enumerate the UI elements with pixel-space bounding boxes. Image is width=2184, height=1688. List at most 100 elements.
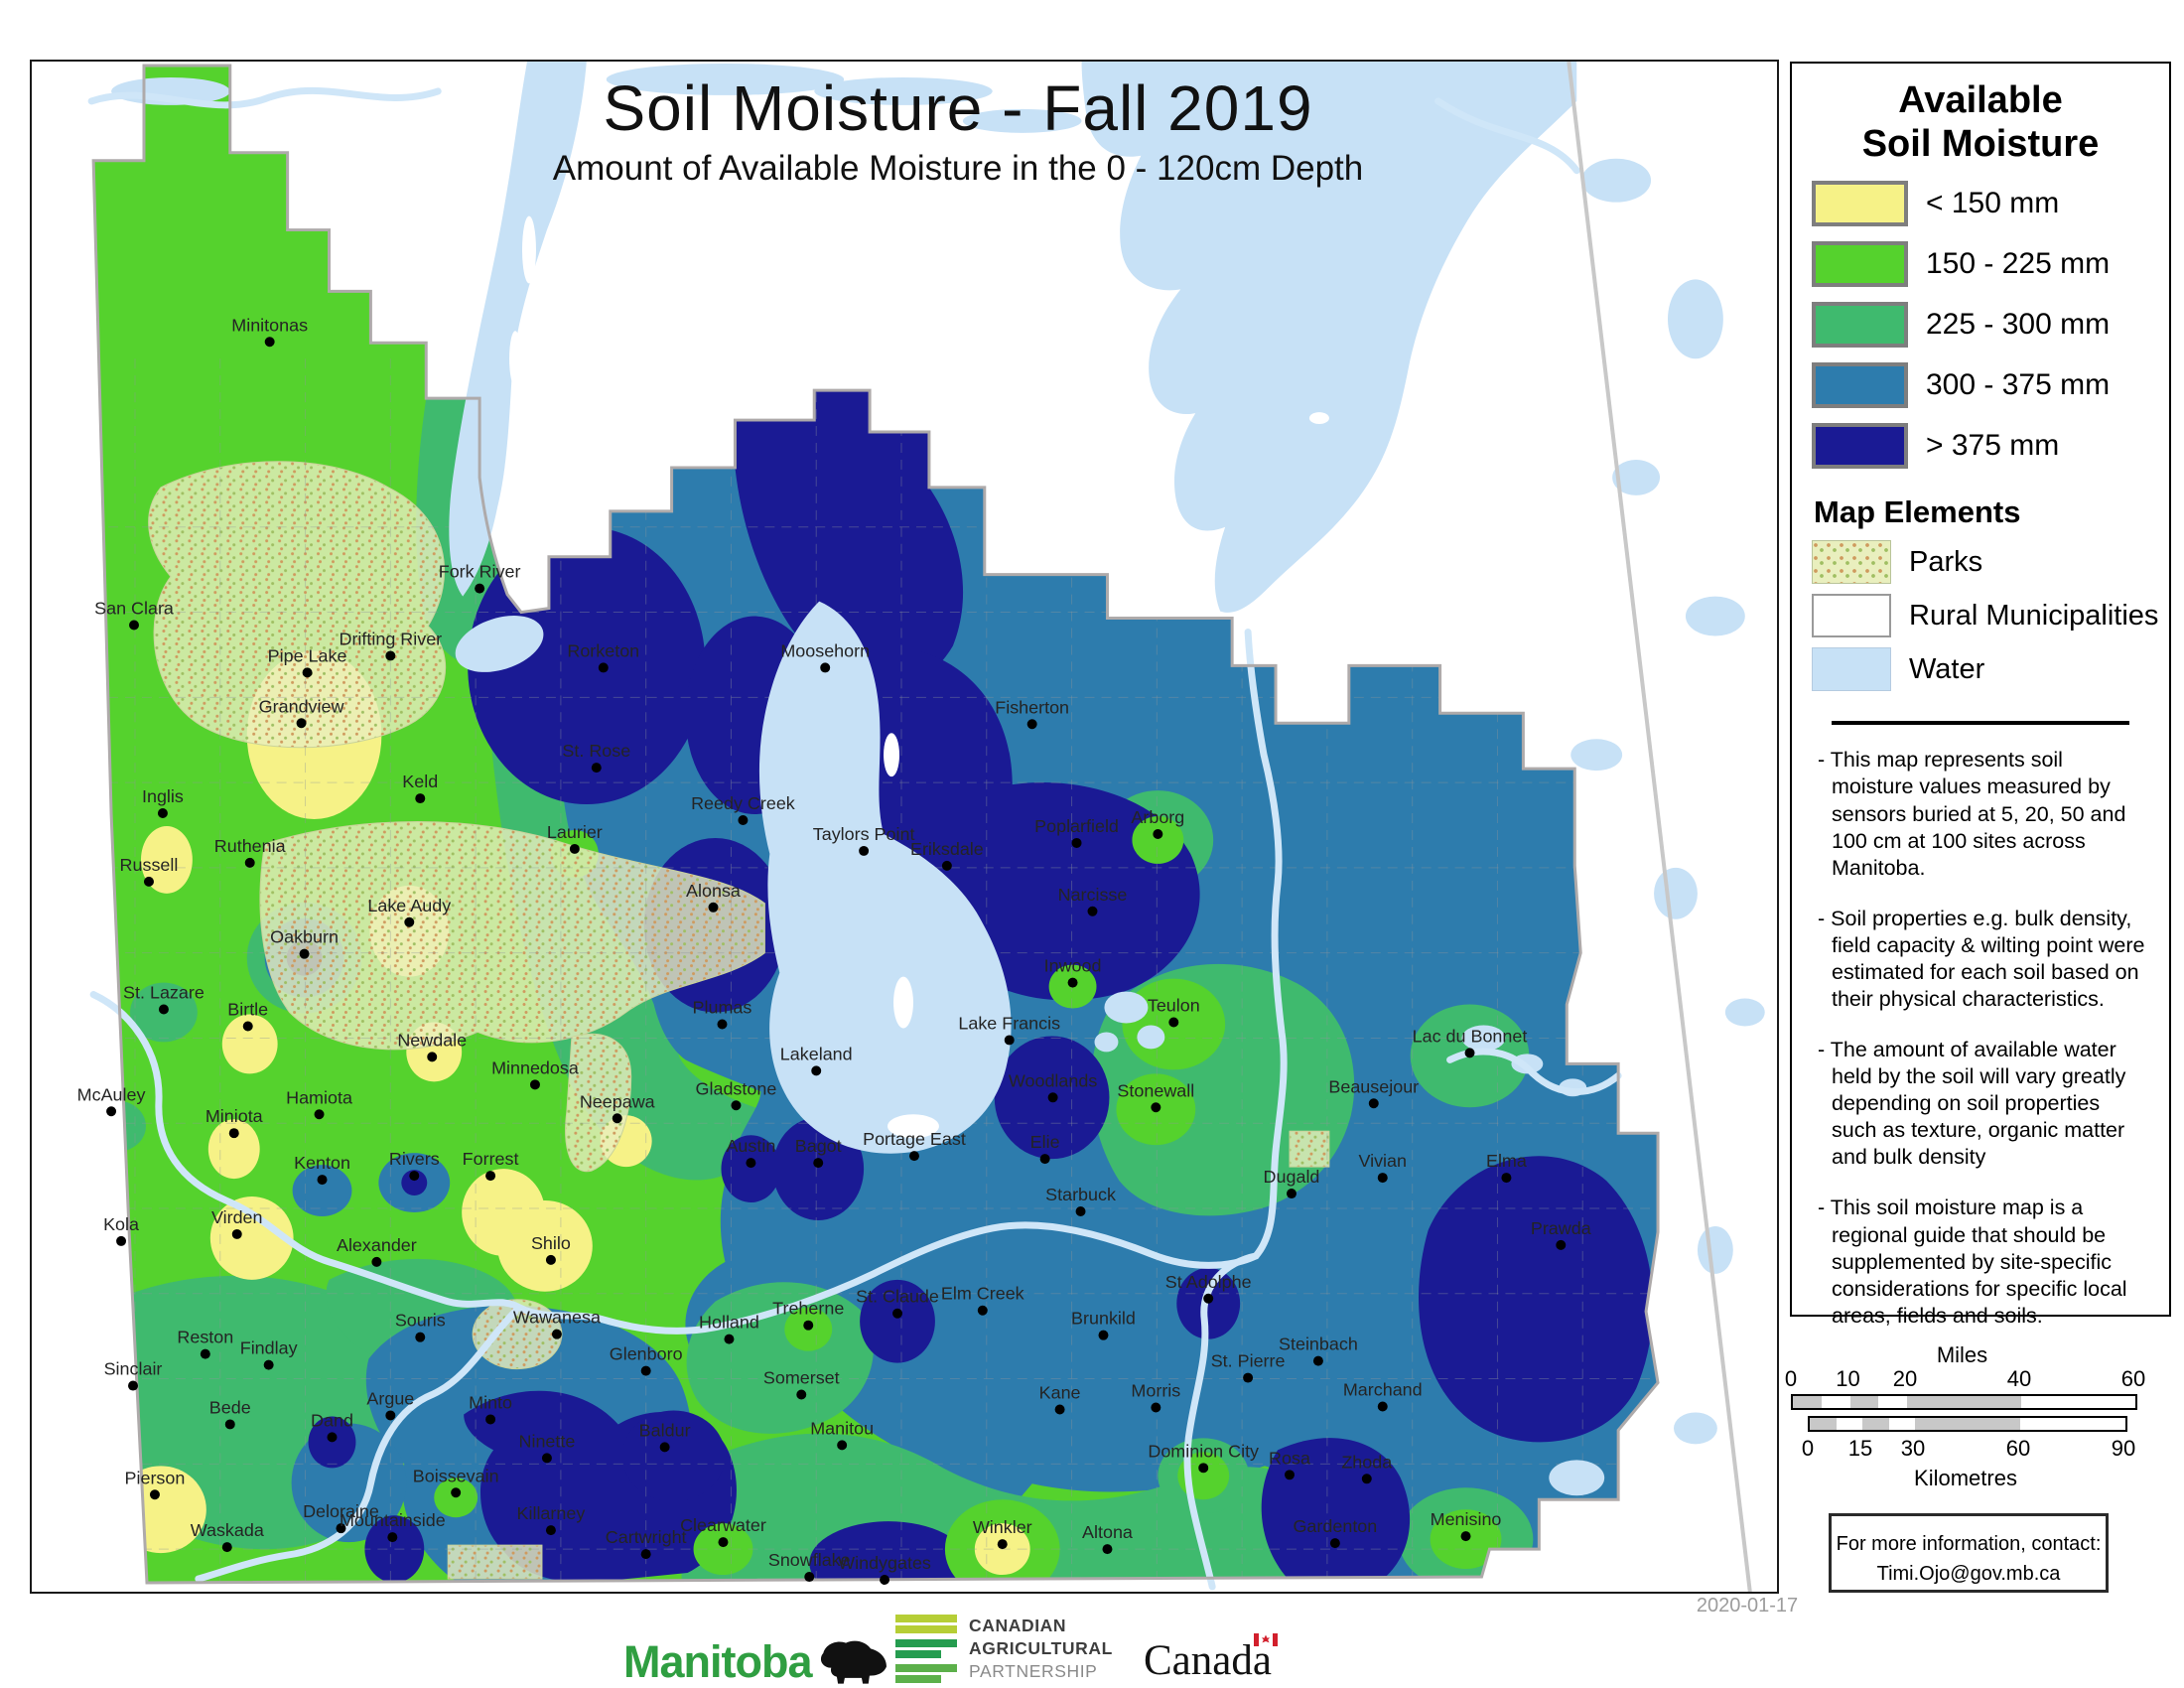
town-waskada: Waskada xyxy=(191,1520,264,1553)
manitoba-logo: Manitoba xyxy=(623,1636,895,1688)
town-marker xyxy=(1198,1463,1209,1474)
town-label: Oakburn xyxy=(270,927,339,947)
town-label: Mountainside xyxy=(340,1510,446,1530)
town-label: Bede xyxy=(209,1397,251,1417)
town-marker xyxy=(997,1539,1008,1550)
town-rivers: Rivers xyxy=(389,1149,440,1182)
town-kola: Kola xyxy=(103,1214,139,1246)
town-morris: Morris xyxy=(1131,1381,1180,1413)
town-wawanesa: Wawanesa xyxy=(513,1308,601,1339)
map-element-swatch-rm xyxy=(1812,594,1891,638)
town-label: Somerset xyxy=(763,1368,840,1388)
town-marker xyxy=(1168,1017,1179,1028)
town-label: Virden xyxy=(211,1207,263,1227)
town-label: Keld xyxy=(402,772,438,791)
town-lakeland: Lakeland xyxy=(780,1044,853,1076)
town-label: Drifting River xyxy=(340,629,443,648)
town-marker xyxy=(106,1106,117,1117)
town-eriksdale: Eriksdale xyxy=(910,839,984,871)
town-fisherton: Fisherton xyxy=(995,697,1069,730)
lake-winnipeg xyxy=(1081,62,1577,613)
town-ninette: Ninette xyxy=(519,1431,575,1464)
town-poplarfield: Poplarfield xyxy=(1034,816,1119,848)
town-label: Deloraine xyxy=(303,1501,379,1521)
town-portage-east: Portage East xyxy=(863,1129,966,1162)
town-marker xyxy=(158,1004,169,1015)
town-marker xyxy=(837,1440,848,1451)
town-label: Steinbach xyxy=(1279,1335,1358,1354)
town-marker xyxy=(718,1537,729,1548)
town-label: Menisino xyxy=(1431,1509,1502,1529)
scale-segment xyxy=(1878,1396,1907,1408)
legend-title: Available Soil Moisture xyxy=(1812,79,2149,166)
town-dominion-city: Dominion City xyxy=(1148,1441,1259,1474)
town-marker xyxy=(200,1348,210,1359)
town-label: Rorketon xyxy=(567,640,639,660)
town-marker xyxy=(475,583,485,594)
town-label: Poplarfield xyxy=(1034,816,1119,836)
town-label: Moosehorn xyxy=(780,640,870,660)
town-plumas: Plumas xyxy=(693,998,751,1030)
town-austin: Austin xyxy=(726,1136,775,1169)
town-label: Alonsa xyxy=(686,881,741,901)
scale-segment xyxy=(1810,1418,1837,1430)
miles-bar xyxy=(1791,1394,2137,1410)
town-marker xyxy=(387,1532,398,1543)
scale-tick: 60 xyxy=(2120,1366,2146,1391)
town-label: Miniota xyxy=(205,1106,263,1126)
map-element-swatch-water xyxy=(1812,647,1891,692)
town-narcisse: Narcisse xyxy=(1058,885,1127,916)
town-label: Forrest xyxy=(463,1149,519,1169)
town-marker xyxy=(746,1158,756,1169)
town-marker xyxy=(228,1128,239,1139)
town-fork-river: Fork River xyxy=(439,562,520,594)
town-marker xyxy=(804,1572,815,1583)
town-minitonas: Minitonas xyxy=(231,315,308,348)
town-kenton: Kenton xyxy=(294,1153,350,1186)
town-label: Clearwater xyxy=(680,1515,766,1535)
town-label: Zhoda xyxy=(1341,1452,1392,1472)
scale-segment xyxy=(2020,1418,2125,1430)
town-marker xyxy=(371,1256,382,1267)
town-marker xyxy=(1243,1372,1254,1383)
town-marker xyxy=(731,1100,742,1111)
town-label: Altona xyxy=(1082,1522,1133,1542)
islands-layer xyxy=(509,215,1329,1139)
scale-tick: 0 xyxy=(1801,1436,1815,1461)
town-marker xyxy=(1047,1092,1058,1103)
town-cartwright: Cartwright xyxy=(606,1527,687,1560)
town-steinbach: Steinbach xyxy=(1279,1335,1358,1366)
town-marker xyxy=(1039,1154,1050,1165)
town-marker xyxy=(1464,1048,1475,1058)
town-label: Manitou xyxy=(810,1418,874,1438)
town-label: Portage East xyxy=(863,1129,966,1149)
scale-tick: 30 xyxy=(1900,1436,1926,1461)
town-marker xyxy=(708,902,719,913)
town-label: Minitonas xyxy=(231,315,308,335)
town-label: Inglis xyxy=(142,786,184,806)
canada-flag-icon xyxy=(1253,1633,1278,1646)
town-label: Fisherton xyxy=(995,697,1069,717)
town-glenboro: Glenboro xyxy=(610,1344,683,1376)
town-marker xyxy=(811,1065,822,1076)
town-bede: Bede xyxy=(209,1397,251,1430)
town-rosa: Rosa xyxy=(1269,1448,1310,1480)
town-marker xyxy=(612,1113,622,1124)
town-taylors-point: Taylors Point xyxy=(813,824,914,856)
town-label: Argue xyxy=(366,1388,414,1408)
town-label: Baldur xyxy=(639,1420,691,1440)
legend-class-swatch-2 xyxy=(1812,302,1908,349)
scale-segment xyxy=(1821,1396,1850,1408)
town-elie: Elie xyxy=(1030,1132,1060,1165)
province-border xyxy=(91,64,1660,1585)
town-label: Killarney xyxy=(517,1503,586,1523)
legend-class-label: > 375 mm xyxy=(1926,429,2060,463)
town-marker xyxy=(1377,1401,1388,1412)
town-marker xyxy=(1153,828,1163,839)
town-birtle: Birtle xyxy=(227,1000,268,1032)
town-lac-du-bonnet: Lac du Bonnet xyxy=(1413,1026,1527,1058)
town-marker xyxy=(451,1487,462,1498)
town-kane: Kane xyxy=(1039,1383,1081,1415)
town-marker xyxy=(803,1320,814,1331)
